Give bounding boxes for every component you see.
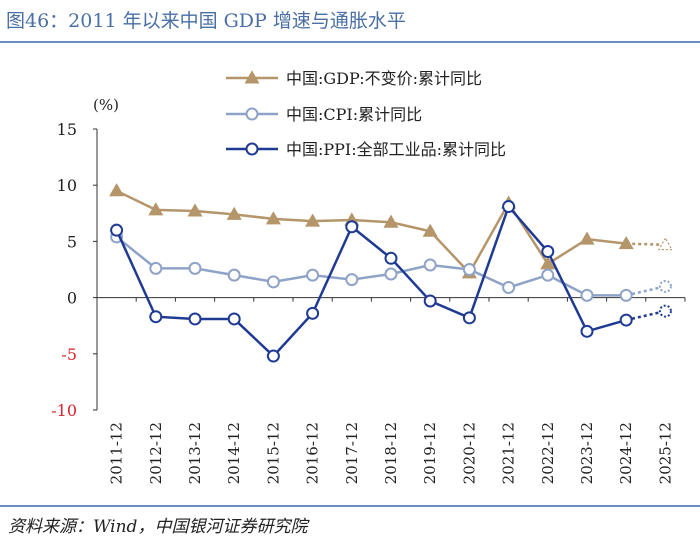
data-point xyxy=(383,214,399,228)
data-point xyxy=(422,223,438,237)
legend-item-3: 中国:PPI:全部工业品:累计同比 xyxy=(226,140,506,159)
legend-label: 中国:GDP:不变价:累计同比 xyxy=(286,69,482,88)
data-point xyxy=(306,306,320,320)
data-point xyxy=(579,231,595,245)
data-point xyxy=(244,70,260,84)
legend-label: 中国:CPI:累计同比 xyxy=(286,105,422,124)
chart-legend: 中国:GDP:不变价:累计同比中国:CPI:累计同比中国:PPI:全部工业品:累… xyxy=(226,69,506,159)
data-point xyxy=(580,288,594,302)
x-tick-label: 2017-12 xyxy=(343,422,361,484)
data-point xyxy=(618,235,634,250)
data-point xyxy=(306,268,320,282)
x-tick-label: 2018-12 xyxy=(382,422,400,484)
data-point xyxy=(423,258,437,272)
data-point xyxy=(226,206,242,220)
data-point xyxy=(423,294,437,308)
series-line xyxy=(115,235,627,297)
data-point xyxy=(265,211,281,225)
chart-axes: (%) 15 10 5 0 -5 -10 2011-12 2012-12 2013-12 2014-… xyxy=(51,96,686,484)
data-point xyxy=(541,268,555,282)
legend-item-2: 中国:CPI:累计同比 xyxy=(226,105,422,124)
data-point xyxy=(188,312,202,326)
title-rule xyxy=(0,41,700,43)
chart-series xyxy=(109,183,673,363)
y-tick-label: -10 xyxy=(51,401,77,420)
x-tick-label: 2020-12 xyxy=(460,422,478,484)
series-forecast-line xyxy=(625,285,666,297)
x-tick-label: 2015-12 xyxy=(264,422,282,484)
data-point xyxy=(188,261,202,275)
data-point xyxy=(462,311,476,325)
data-point xyxy=(227,268,241,282)
data-point xyxy=(149,261,163,275)
data-point xyxy=(245,107,259,121)
data-point xyxy=(305,213,321,227)
data-point xyxy=(187,203,203,217)
data-point xyxy=(266,275,280,289)
data-point xyxy=(149,310,163,324)
y-unit-label: (%) xyxy=(93,96,119,114)
y-tick-label: 10 xyxy=(57,176,77,195)
data-point xyxy=(345,273,359,287)
data-point xyxy=(245,142,259,156)
source-note: 资料来源：Wind，中国银河证券研究院 xyxy=(8,517,308,537)
data-point xyxy=(227,312,241,326)
series-3 xyxy=(110,200,672,363)
x-tick-label: 2011-12 xyxy=(108,422,126,484)
series-line xyxy=(115,204,627,358)
y-tick-label: 0 xyxy=(67,289,77,308)
x-tick-label: 2012-12 xyxy=(147,422,165,484)
line-chart: (%) 15 10 5 0 -5 -10 2011-12 2012-12 2013-12 2014-… xyxy=(51,69,686,484)
data-point xyxy=(462,263,476,276)
x-tick-label: 2021-12 xyxy=(500,422,518,484)
data-point xyxy=(109,183,125,197)
x-tick-label: 2016-12 xyxy=(304,422,322,484)
data-point xyxy=(384,251,398,265)
data-point xyxy=(110,223,124,237)
figure-title: 图46：2011 年以来中国 GDP 增速与通胀水平 xyxy=(6,10,406,32)
x-tick-label: 2019-12 xyxy=(421,422,439,484)
data-point xyxy=(619,313,633,327)
data-point xyxy=(148,202,164,216)
data-point xyxy=(384,267,398,281)
series-line xyxy=(116,189,627,275)
legend-item-1: 中国:GDP:不变价:累计同比 xyxy=(226,69,482,88)
y-tick-label: 5 xyxy=(67,232,77,251)
x-tick-label: 2013-12 xyxy=(186,422,204,484)
data-point xyxy=(502,200,516,214)
data-point xyxy=(580,324,594,338)
source-rule xyxy=(0,505,700,507)
data-point xyxy=(658,304,672,318)
data-point xyxy=(657,237,673,251)
y-tick-label: -5 xyxy=(61,345,77,364)
x-tick-label: 2014-12 xyxy=(225,422,243,484)
series-forecast-line xyxy=(626,242,666,247)
data-point xyxy=(619,288,633,302)
series-2 xyxy=(110,230,672,302)
data-point xyxy=(345,220,359,234)
data-point xyxy=(658,279,672,293)
y-tick-label: 15 xyxy=(57,120,77,139)
x-tick-label: 2022-12 xyxy=(539,422,557,484)
x-tick-label: 2025-12 xyxy=(656,422,674,484)
data-point xyxy=(502,280,516,294)
data-point xyxy=(266,349,280,363)
legend-label: 中国:PPI:全部工业品:累计同比 xyxy=(286,140,506,159)
x-tick-label: 2023-12 xyxy=(578,422,596,484)
data-point xyxy=(541,245,555,259)
series-forecast-line xyxy=(625,309,666,322)
x-tick-label: 2024-12 xyxy=(617,422,635,484)
